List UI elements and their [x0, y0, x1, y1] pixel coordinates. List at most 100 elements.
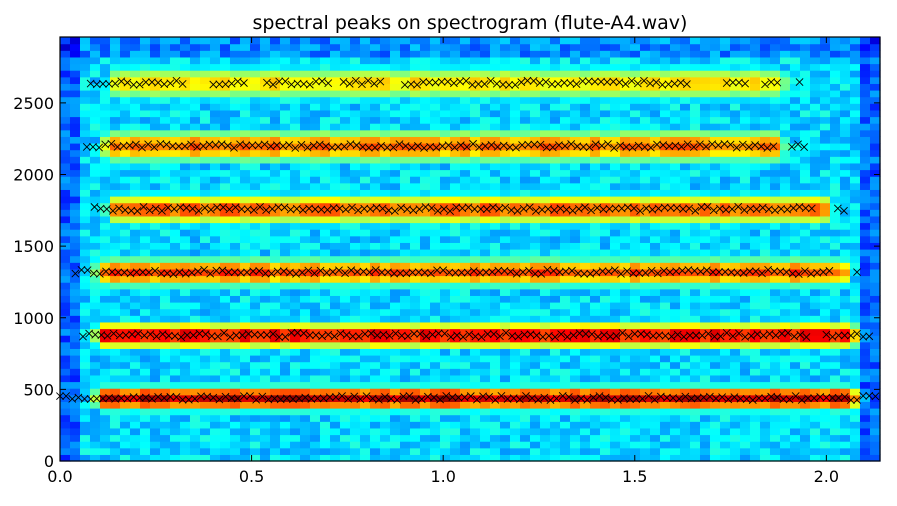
- heatmap-cell: [230, 321, 241, 330]
- heatmap-cell: [760, 123, 771, 131]
- heatmap-cell: [430, 447, 441, 455]
- heatmap-cell: [370, 414, 381, 422]
- heatmap-cell: [540, 63, 551, 71]
- heatmap-cell: [680, 235, 691, 243]
- heatmap-cell: [150, 302, 161, 310]
- heatmap-cell: [830, 103, 841, 111]
- heatmap-cell: [310, 315, 321, 323]
- heatmap-cell: [690, 176, 701, 184]
- heatmap-cell: [400, 255, 411, 263]
- heatmap-cell: [800, 328, 811, 336]
- heatmap-cell: [410, 149, 421, 157]
- heatmap-cell: [580, 143, 591, 151]
- heatmap-cell: [630, 37, 641, 45]
- heatmap-cell: [730, 427, 741, 436]
- heatmap-cell: [750, 335, 761, 343]
- heatmap-cell: [170, 348, 181, 356]
- heatmap-cell: [550, 143, 561, 151]
- heatmap-cell: [340, 454, 351, 462]
- heatmap-cell: [290, 262, 301, 270]
- heatmap-cell: [370, 50, 381, 58]
- heatmap-cell: [280, 421, 291, 429]
- heatmap-cell: [470, 182, 481, 190]
- heatmap-cell: [70, 454, 81, 462]
- heatmap-cell: [580, 83, 591, 91]
- heatmap-cell: [680, 70, 691, 78]
- heatmap-cell: [470, 295, 481, 303]
- heatmap-cell: [450, 196, 461, 204]
- heatmap-cell: [170, 37, 181, 45]
- heatmap-cell: [600, 427, 611, 436]
- heatmap-cell: [510, 176, 521, 184]
- heatmap-cell: [530, 302, 541, 310]
- heatmap-cell: [820, 355, 831, 363]
- heatmap-cell: [690, 63, 701, 71]
- heatmap-cell: [150, 321, 161, 330]
- heatmap-cell: [680, 441, 691, 449]
- heatmap-cell: [220, 176, 231, 184]
- heatmap-cell: [210, 282, 221, 290]
- heatmap-cell: [670, 90, 681, 98]
- heatmap-cell: [340, 434, 351, 442]
- heatmap-cell: [130, 249, 141, 257]
- heatmap-cell: [80, 361, 91, 369]
- heatmap-cell: [810, 242, 821, 250]
- heatmap-cell: [110, 275, 121, 283]
- heatmap-cell: [100, 321, 111, 330]
- heatmap-cell: [360, 361, 371, 369]
- heatmap-cell: [70, 162, 81, 171]
- heatmap-cell: [80, 229, 91, 237]
- heatmap-cell: [280, 83, 291, 91]
- heatmap-cell: [530, 242, 541, 250]
- heatmap-cell: [450, 162, 461, 171]
- heatmap-cell: [110, 348, 121, 356]
- heatmap-cell: [380, 103, 391, 111]
- heatmap-cell: [510, 162, 521, 171]
- heatmap-cell: [730, 182, 741, 190]
- heatmap-cell: [370, 295, 381, 303]
- heatmap-cell: [760, 262, 771, 270]
- heatmap-cell: [610, 368, 621, 376]
- heatmap-cell: [490, 361, 501, 369]
- heatmap-cell: [720, 222, 731, 230]
- heatmap-cell: [720, 202, 731, 210]
- heatmap-cell: [450, 434, 461, 442]
- heatmap-cell: [660, 308, 671, 316]
- heatmap-cell: [600, 162, 611, 171]
- heatmap-cell: [790, 255, 801, 263]
- heatmap-cell: [360, 56, 371, 65]
- heatmap-cell: [60, 374, 71, 383]
- heatmap-cell: [640, 368, 651, 376]
- heatmap-cell: [370, 454, 381, 462]
- heatmap-cell: [90, 96, 101, 104]
- heatmap-cell: [640, 76, 651, 84]
- heatmap-cell: [670, 156, 681, 164]
- heatmap-cell: [610, 302, 621, 310]
- heatmap-cell: [370, 123, 381, 131]
- heatmap-cell: [310, 427, 321, 436]
- heatmap-cell: [390, 50, 401, 58]
- heatmap-cell: [490, 315, 501, 323]
- heatmap-cell: [210, 156, 221, 164]
- heatmap-cell: [660, 388, 671, 396]
- heatmap-cell: [580, 129, 591, 137]
- heatmap-cell: [800, 447, 811, 455]
- heatmap-cell: [170, 196, 181, 204]
- heatmap-cell: [500, 394, 511, 402]
- heatmap-cell: [490, 441, 501, 449]
- heatmap-cell: [150, 388, 161, 396]
- heatmap-cell: [610, 156, 621, 164]
- heatmap-cell: [110, 381, 121, 389]
- heatmap-cell: [560, 447, 571, 455]
- heatmap-cell: [410, 394, 421, 402]
- heatmap-cell: [830, 368, 841, 376]
- heatmap-cell: [790, 37, 801, 45]
- heatmap-cell: [710, 169, 721, 177]
- heatmap-cell: [160, 196, 171, 204]
- heatmap-cell: [130, 96, 141, 104]
- heatmap-cell: [180, 176, 191, 184]
- heatmap-cell: [760, 335, 771, 343]
- heatmap-cell: [430, 262, 441, 270]
- heatmap-cell: [200, 441, 211, 449]
- heatmap-cell: [710, 275, 721, 283]
